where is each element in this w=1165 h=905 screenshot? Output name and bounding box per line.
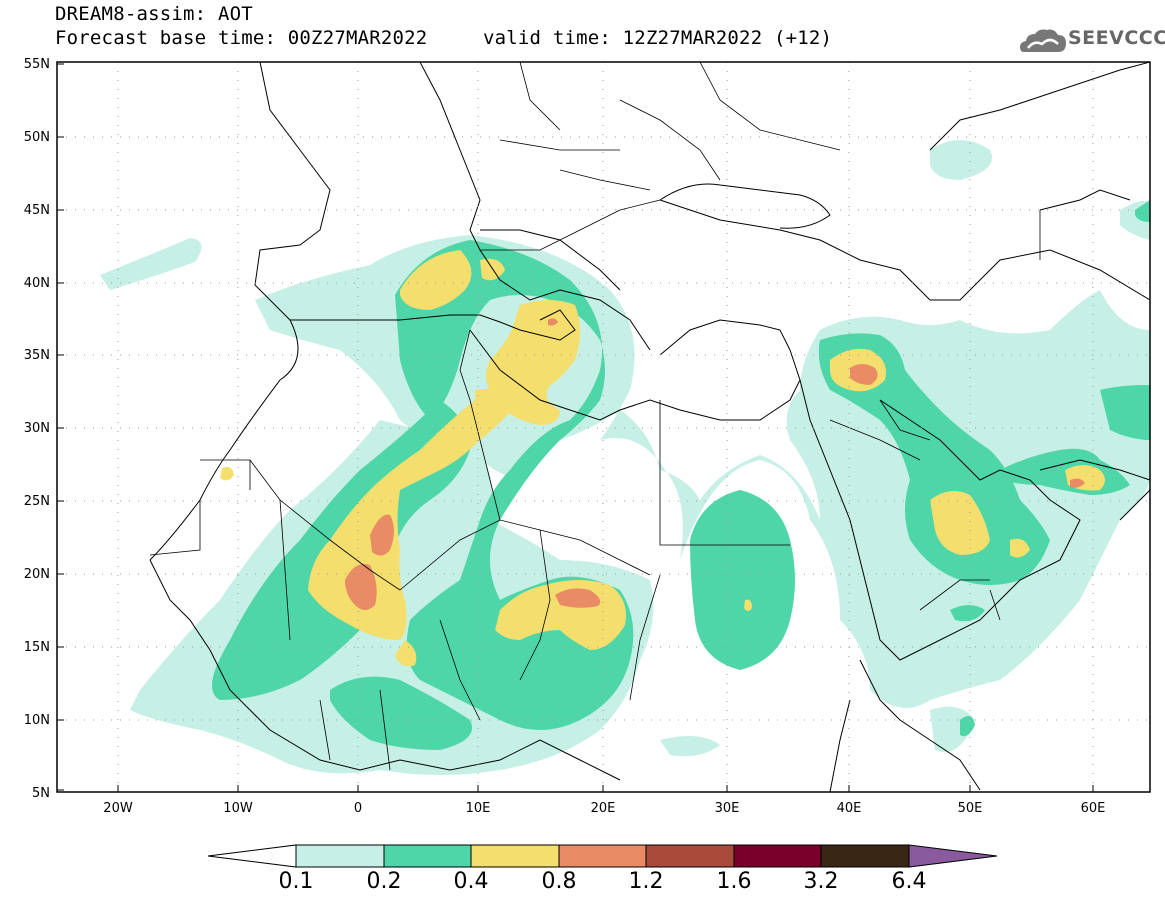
lon-labels: 20W 10W 0 10E 20E 30E 40E 50E 60E (103, 801, 1105, 816)
colorbar-label: 6.4 (891, 869, 927, 894)
colorbar-label: 0.1 (278, 869, 314, 894)
lon-label: 10E (466, 801, 491, 816)
colorbar-label: 1.2 (628, 869, 664, 894)
lon-label: 40E (837, 801, 862, 816)
lon-label: 10W (223, 801, 253, 816)
lon-label: 30E (715, 801, 740, 816)
cloud-icon (1020, 29, 1066, 52)
colorbar-swatch (470, 844, 560, 868)
lat-label: 25N (24, 494, 50, 509)
lon-label: 20E (591, 801, 616, 816)
lat-label: 55N (24, 57, 50, 72)
valid-time: valid time: 12Z27MAR2022 (+12) (483, 27, 833, 49)
colorbar-label: 1.6 (716, 869, 752, 894)
country-borders (149, 62, 1041, 771)
colorbar-right-arrow (908, 844, 998, 868)
lat-label: 35N (24, 348, 50, 363)
colorbar-swatch (295, 844, 385, 868)
lat-label: 5N (32, 786, 50, 801)
axis-ticks (57, 63, 1094, 792)
map-title: DREAM8-assim: AOT (55, 3, 253, 25)
colorbar-swatch (383, 844, 472, 868)
colorbar-swatch (645, 844, 735, 868)
lon-label: 50E (958, 801, 983, 816)
forecast-base-time: Forecast base time: 00Z27MAR2022 (55, 27, 428, 49)
colorbar-swatch (558, 844, 647, 868)
lat-label: 50N (24, 130, 50, 145)
colorbar-label: 0.2 (366, 869, 402, 894)
colorbar-label: 0.4 (453, 869, 489, 894)
colorbar-swatch (733, 844, 822, 868)
logo-text: SEEVCCC (1068, 27, 1165, 49)
lat-label: 10N (24, 713, 50, 728)
colorbar-label: 3.2 (803, 869, 839, 894)
lat-label: 30N (24, 421, 50, 436)
lon-label: 0 (354, 801, 362, 816)
colorbar-swatch (820, 844, 910, 868)
aot-level-orange (345, 318, 1085, 610)
colorbar-left-arrow (207, 844, 297, 868)
colorbar (207, 844, 998, 868)
lon-label: 20W (103, 801, 133, 816)
lat-label: 20N (24, 567, 50, 582)
lat-labels: 55N 50N 45N 40N 35N 30N 25N 20N 15N 10N … (24, 57, 50, 801)
aot-contours (57, 62, 1150, 792)
lat-label: 45N (24, 203, 50, 218)
lon-label: 60E (1081, 801, 1106, 816)
lat-label: 40N (24, 276, 50, 291)
lat-label: 15N (24, 640, 50, 655)
colorbar-label: 0.8 (541, 869, 577, 894)
